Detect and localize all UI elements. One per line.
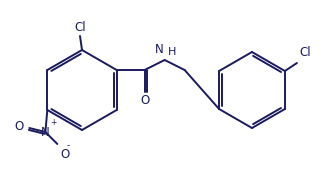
Text: +: + (50, 118, 57, 127)
Text: N: N (41, 125, 50, 139)
Text: O: O (14, 120, 23, 132)
Text: H: H (168, 47, 176, 57)
Text: O: O (60, 148, 70, 161)
Text: Cl: Cl (299, 46, 311, 59)
Text: -: - (66, 142, 70, 151)
Text: N: N (155, 43, 164, 56)
Text: O: O (140, 93, 149, 106)
Text: Cl: Cl (74, 21, 86, 34)
